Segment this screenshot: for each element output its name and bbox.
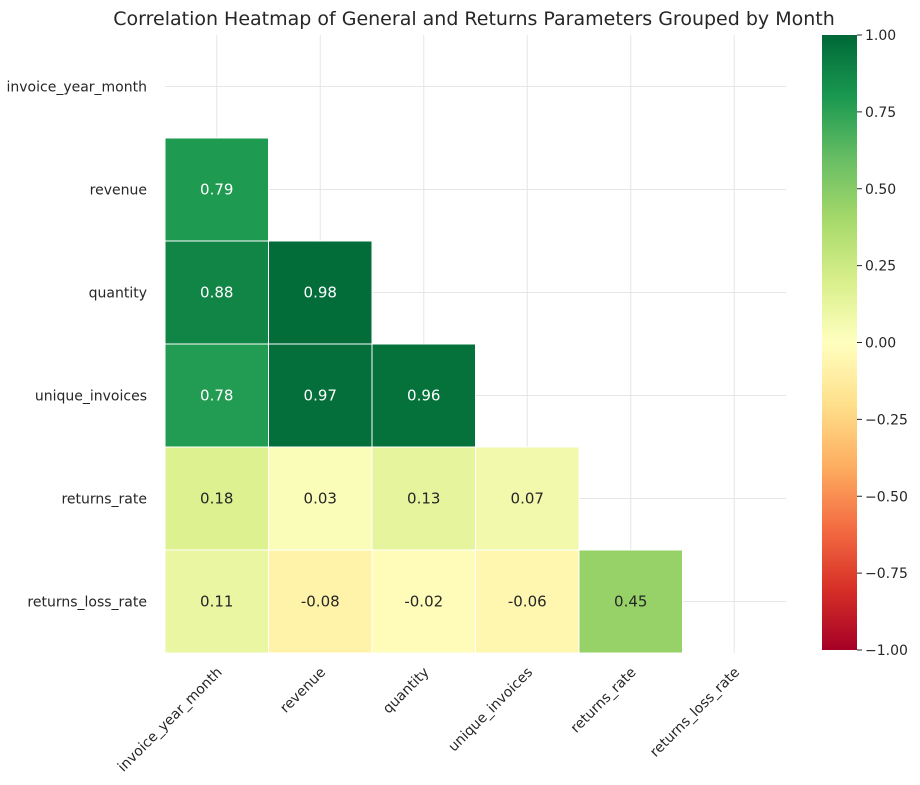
cell-value-label: 0.07 (511, 490, 544, 508)
heatmap-cell (268, 343, 373, 448)
heatmap-cell (164, 240, 269, 345)
colorbar: 1.00 0.75 0.50 0.25 0.00 −0.25 −0.50 −0.75 −1.00 (822, 28, 908, 659)
heatmap-cell (164, 137, 269, 242)
cell-value-label: 0.97 (304, 387, 337, 405)
cell-value-label: 0.96 (407, 387, 440, 405)
cell-value-label: 0.78 (200, 387, 233, 405)
colorbar-tick-label: 1.00 (865, 28, 896, 44)
colorbar-tick-label: −0.50 (865, 489, 908, 505)
heatmap-cell (578, 549, 683, 654)
x-tick-label: returns_loss_rate (647, 665, 743, 761)
colorbar-tick-label: 0.50 (865, 182, 896, 198)
cell-value-label: 0.13 (407, 490, 440, 508)
heatmap-cell (164, 549, 269, 654)
x-tick-label: quantity (380, 665, 433, 718)
heatmap-cell (164, 446, 269, 551)
chart-title: Correlation Heatmap of General and Retur… (113, 8, 835, 30)
y-tick-label: invoice_year_month (7, 80, 148, 96)
cell-value-label: 0.79 (200, 181, 233, 199)
x-tick-label: revenue (277, 665, 329, 717)
colorbar-tick-label: −0.75 (865, 566, 908, 582)
x-tick-label: invoice_year_month (115, 665, 226, 776)
heatmap-cell (164, 343, 269, 448)
cell-value-label: 0.45 (614, 593, 647, 611)
cell-value-label: 0.03 (304, 490, 337, 508)
y-tick-label: revenue (90, 183, 147, 199)
heatmap-cell (371, 446, 476, 551)
y-tick-label: returns_rate (61, 492, 147, 508)
x-tick-label: returns_rate (568, 665, 640, 737)
cell-value-label: 0.18 (200, 490, 233, 508)
heatmap-cell (268, 446, 373, 551)
colorbar-gradient (822, 35, 857, 650)
cell-value-label: -0.02 (404, 593, 443, 611)
colorbar-tick-label: −0.25 (865, 412, 908, 428)
heatmap-cell (268, 240, 373, 345)
heatmap-cells: 0.79 0.88 0.98 0.78 0.97 0.96 0.18 0.03 0.13 0.07… (164, 137, 683, 654)
heatmap-cell (475, 549, 580, 654)
cell-value-label: -0.06 (508, 593, 547, 611)
y-tick-label: quantity (89, 286, 147, 302)
cell-value-label: 0.88 (200, 284, 233, 302)
colorbar-tick-label: 0.75 (865, 105, 896, 121)
colorbar-tick-label: 0.25 (865, 259, 896, 275)
colorbar-tick-label: −1.00 (865, 643, 908, 659)
x-tick-label: unique_invoices (445, 665, 536, 756)
heatmap-cell (371, 343, 476, 448)
colorbar-tick-label: 0.00 (865, 336, 896, 352)
x-axis-labels: invoice_year_month revenue quantity unique_… (115, 665, 743, 776)
y-tick-label: returns_loss_rate (27, 595, 147, 611)
cell-value-label: -0.08 (301, 593, 340, 611)
y-tick-label: unique_invoices (35, 389, 147, 405)
heatmap-cell (268, 549, 373, 654)
cell-value-label: 0.98 (304, 284, 337, 302)
cell-value-label: 0.11 (200, 593, 233, 611)
